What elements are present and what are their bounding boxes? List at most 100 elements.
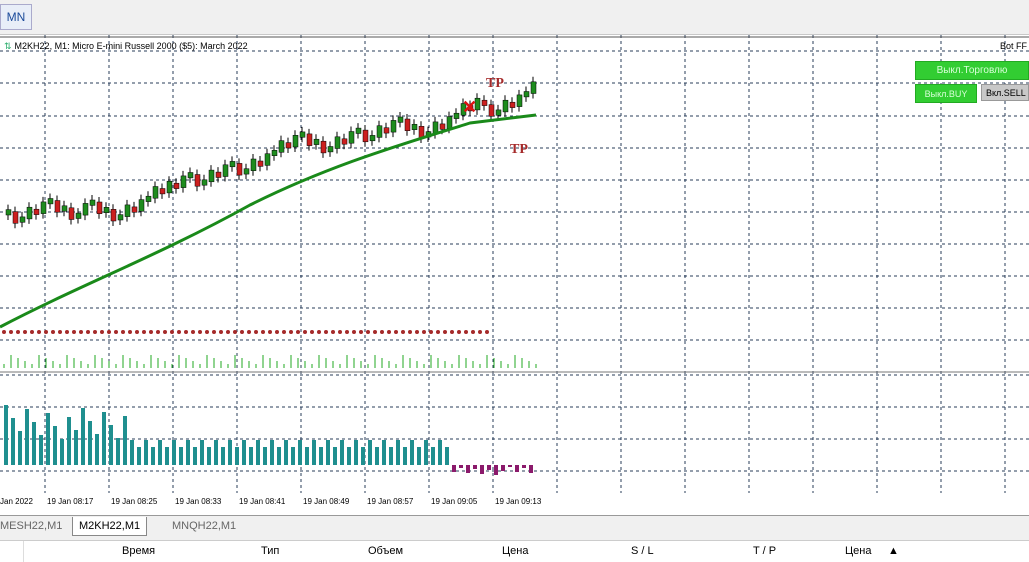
candle-body [145, 195, 152, 202]
candle-body [173, 182, 180, 189]
candle-body [397, 116, 404, 123]
level-dot [429, 330, 433, 334]
candle-body [215, 171, 222, 178]
histogram-bar [165, 447, 169, 465]
histogram-bar [403, 447, 407, 465]
histogram-bar [186, 440, 190, 465]
column-volume[interactable]: Объем [368, 545, 404, 557]
tp-marker-top: TP [486, 76, 504, 91]
tab-mnqh22[interactable]: MNQH22,M1 [172, 520, 237, 532]
level-dot [338, 330, 342, 334]
candle-body [201, 179, 208, 186]
level-dot [240, 330, 244, 334]
level-dot [303, 330, 307, 334]
histogram-bar [410, 440, 414, 465]
level-dot [394, 330, 398, 334]
tab-mesh22[interactable]: MESH22,M1 [0, 520, 63, 532]
histogram-bar [354, 440, 358, 465]
histogram-bar [137, 447, 141, 465]
candle-body [54, 200, 61, 213]
level-dot [324, 330, 328, 334]
time-label: Jan 2022 [0, 497, 33, 506]
level-dot [331, 330, 335, 334]
level-dot [254, 330, 258, 334]
candle-body [355, 127, 362, 134]
histogram-bar [130, 440, 134, 465]
candle-body [222, 164, 229, 177]
candle-body [12, 211, 19, 224]
timeframe-mn-button[interactable]: MN [0, 4, 32, 30]
level-dot [247, 330, 251, 334]
column-time[interactable]: Время [122, 545, 156, 557]
histogram-bar [368, 440, 372, 465]
candle-body [96, 201, 103, 214]
candle-body [404, 118, 411, 131]
level-dot [30, 330, 34, 334]
candle-body [467, 105, 474, 112]
level-dot [114, 330, 118, 334]
histogram-bar [347, 447, 351, 465]
chart-area[interactable]: TP TP ✕ ⇅ M2KH22, M1: Micro E-mini Russell … [0, 35, 1029, 515]
candle-body [82, 203, 89, 216]
histogram-bar [102, 412, 106, 465]
level-dot [205, 330, 209, 334]
level-dot [219, 330, 223, 334]
column-tp[interactable]: T / P [753, 545, 777, 557]
histogram-bar [53, 426, 57, 465]
time-label: 19 Jan 09:05 [431, 497, 478, 506]
level-dot [142, 330, 146, 334]
histogram-bar [291, 447, 295, 465]
candle-body [460, 103, 467, 116]
histogram-bar [116, 438, 120, 465]
level-dot [198, 330, 202, 334]
level-dot [415, 330, 419, 334]
level-dot [51, 330, 55, 334]
level-dot [233, 330, 237, 334]
histogram-bar [60, 439, 64, 465]
histogram-bar [375, 447, 379, 465]
level-dot [471, 330, 475, 334]
tab-m2kh22[interactable]: M2KH22,M1 [72, 517, 148, 536]
candle-body [334, 136, 341, 149]
column-price[interactable]: Цена [502, 545, 529, 557]
candle-body [530, 81, 537, 94]
histogram-bar [501, 465, 505, 471]
level-dot [177, 330, 181, 334]
level-dot [268, 330, 272, 334]
candle-body [229, 161, 236, 168]
toggle-buy-button[interactable]: Выкл.BUY [915, 84, 977, 103]
level-dot [359, 330, 363, 334]
level-dot [289, 330, 293, 334]
column-type[interactable]: Тип [261, 545, 280, 557]
price-chart: TP TP ✕ [0, 35, 1029, 493]
column-sl[interactable]: S / L [631, 545, 654, 557]
candle-body [446, 116, 453, 129]
level-dot [93, 330, 97, 334]
histogram-bar [452, 465, 456, 472]
histogram-bar [298, 440, 302, 465]
candle-body [320, 140, 327, 154]
level-dot [212, 330, 216, 334]
toggle-sell-button[interactable]: Вкл.SELL [981, 84, 1029, 101]
candle-body [110, 209, 117, 222]
histogram-bar [529, 465, 533, 473]
toggle-trading-button[interactable]: Выкл.Торговлю [915, 61, 1029, 80]
level-dot [86, 330, 90, 334]
candle-body [166, 180, 173, 194]
tp-marker-bottom: TP [510, 142, 528, 157]
histogram-bar [277, 447, 281, 465]
histogram-bar [46, 413, 50, 465]
candle-body [327, 146, 334, 153]
level-dot [163, 330, 167, 334]
histogram-bar [256, 440, 260, 465]
level-dot [408, 330, 412, 334]
level-dot [317, 330, 321, 334]
column-current-price[interactable]: Цена [845, 545, 872, 557]
level-dot [79, 330, 83, 334]
candle-body [68, 207, 75, 220]
toolbar: MN [0, 0, 1029, 35]
histogram-bar [284, 440, 288, 465]
histogram-bar [25, 409, 29, 465]
level-dot [184, 330, 188, 334]
level-dot [478, 330, 482, 334]
